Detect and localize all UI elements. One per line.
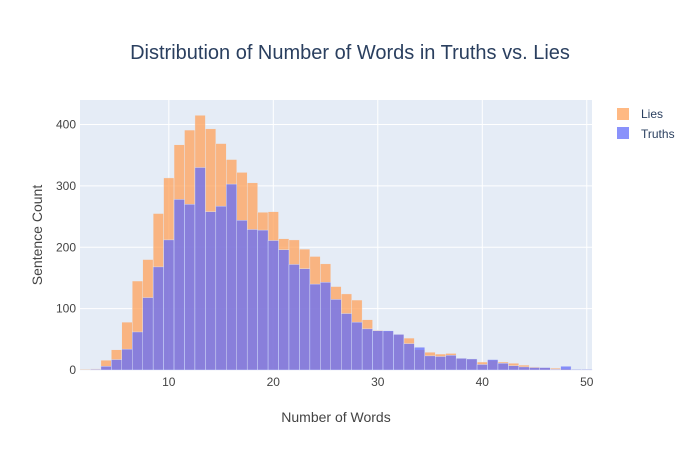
truths-bar xyxy=(246,229,258,371)
legend-item-lies[interactable]: Lies xyxy=(617,107,663,121)
truths-bar xyxy=(184,204,196,371)
truths-bar xyxy=(267,240,279,371)
y-axis-ticks: 0 100 200 300 400 xyxy=(56,118,76,377)
truths-bar xyxy=(424,355,436,371)
truths-bar xyxy=(299,268,311,371)
y-tick-label: 300 xyxy=(56,179,76,193)
truths-bar xyxy=(142,297,154,371)
truths-bar xyxy=(90,369,102,371)
y-axis-title: Sentence Count xyxy=(29,185,45,286)
truths-bar xyxy=(236,220,248,371)
truths-bar xyxy=(518,366,530,371)
truths-bar xyxy=(570,369,582,371)
truths-bar xyxy=(205,211,217,371)
x-tick-label: 40 xyxy=(476,375,490,389)
truths-bar xyxy=(132,331,143,371)
truths-bar xyxy=(163,239,175,371)
truths-bar xyxy=(393,334,405,371)
truths-bar xyxy=(361,328,373,371)
truths-bar xyxy=(257,229,269,371)
truths-bar xyxy=(100,366,112,371)
legend[interactable]: Lies Truths xyxy=(617,107,675,141)
truths-bar xyxy=(194,167,206,371)
truths-bar xyxy=(341,313,352,371)
truths-bar xyxy=(550,369,561,371)
truths-bar xyxy=(173,199,185,371)
legend-label-lies: Lies xyxy=(641,107,663,121)
x-tick-label: 30 xyxy=(371,375,385,389)
truths-bar xyxy=(435,356,446,371)
legend-swatch-truths xyxy=(617,127,629,139)
truths-bar xyxy=(581,369,593,371)
truths-bar xyxy=(121,348,133,371)
x-tick-label: 50 xyxy=(580,375,594,389)
x-tick-label: 20 xyxy=(267,375,281,389)
truths-bar xyxy=(529,367,540,371)
y-tick-label: 0 xyxy=(69,363,76,377)
lies-bar xyxy=(79,369,91,371)
truths-bar xyxy=(539,367,551,371)
truths-bar xyxy=(152,266,164,371)
truths-bar xyxy=(487,359,499,371)
x-tick-label: 10 xyxy=(162,375,176,389)
truths-bar xyxy=(288,264,300,371)
truths-bar xyxy=(455,358,467,371)
truths-bar xyxy=(309,283,321,371)
chart-title: Distribution of Number of Words in Truth… xyxy=(130,42,570,64)
truths-bar xyxy=(215,205,227,371)
x-axis-title: Number of Words xyxy=(281,409,390,425)
truths-bar xyxy=(330,299,342,371)
truths-bar xyxy=(278,249,290,371)
truths-bar xyxy=(382,330,394,371)
truths-bar xyxy=(466,358,478,371)
truths-bar xyxy=(560,366,572,371)
truths-bar xyxy=(497,363,509,371)
truths-bar xyxy=(320,282,331,371)
y-tick-label: 100 xyxy=(56,302,76,316)
y-tick-label: 400 xyxy=(56,118,76,132)
truths-bar xyxy=(508,365,520,371)
truths-bar xyxy=(351,321,363,371)
truths-bar xyxy=(403,343,415,371)
truths-bar xyxy=(111,359,122,371)
legend-swatch-lies xyxy=(617,108,629,120)
truths-bar xyxy=(414,347,426,371)
y-tick-label: 200 xyxy=(56,240,76,254)
legend-item-truths[interactable]: Truths xyxy=(617,127,675,141)
x-axis-ticks: 10 20 30 40 50 xyxy=(162,375,594,389)
truths-bars xyxy=(90,167,593,371)
truths-bar xyxy=(476,364,488,371)
truths-bar xyxy=(226,183,237,371)
legend-label-truths: Truths xyxy=(641,127,675,141)
truths-bar xyxy=(445,355,457,371)
truths-bar xyxy=(372,330,384,371)
